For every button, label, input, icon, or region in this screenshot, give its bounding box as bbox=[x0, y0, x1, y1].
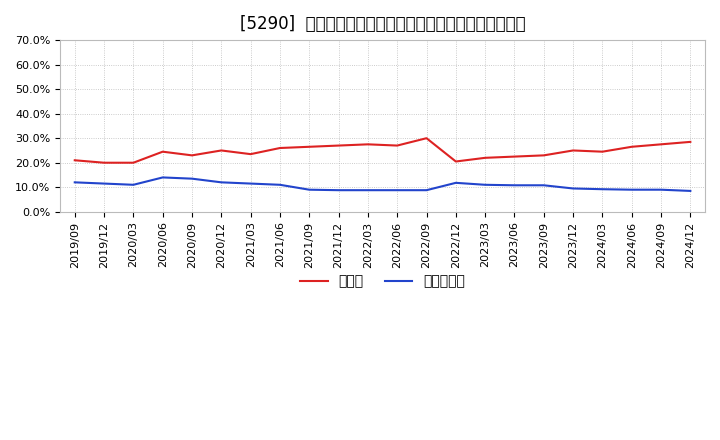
有利子負債 bbox=[422, 187, 431, 193]
現頰金 bbox=[451, 159, 460, 164]
有利子負債 bbox=[510, 183, 519, 188]
Line: 現頰金: 現頰金 bbox=[75, 138, 690, 163]
現頰金 bbox=[393, 143, 402, 148]
現頰金 bbox=[569, 148, 577, 153]
現頰金 bbox=[305, 144, 314, 150]
現頰金 bbox=[129, 160, 138, 165]
有利子負債 bbox=[569, 186, 577, 191]
有利子負債 bbox=[686, 188, 695, 194]
現頰金 bbox=[100, 160, 109, 165]
現頰金 bbox=[217, 148, 225, 153]
現頰金 bbox=[686, 139, 695, 144]
現頰金 bbox=[627, 144, 636, 150]
有利子負債 bbox=[334, 187, 343, 193]
有利子負債 bbox=[481, 182, 490, 187]
有利子負債 bbox=[598, 187, 607, 192]
有利子負債 bbox=[188, 176, 197, 181]
現頰金 bbox=[422, 136, 431, 141]
Line: 有利子負債: 有利子負債 bbox=[75, 177, 690, 191]
現頰金 bbox=[188, 153, 197, 158]
現頰金 bbox=[246, 151, 255, 157]
有利子負債 bbox=[100, 181, 109, 186]
Title: [5290]  現頰金、有利子負債の総資産に対する比率の推移: [5290] 現頰金、有利子負債の総資産に対する比率の推移 bbox=[240, 15, 526, 33]
有利子負債 bbox=[158, 175, 167, 180]
現頰金 bbox=[276, 145, 284, 150]
現頰金 bbox=[334, 143, 343, 148]
Legend: 現頰金, 有利子負債: 現頰金, 有利子負債 bbox=[294, 269, 471, 294]
有利子負債 bbox=[305, 187, 314, 192]
現頰金 bbox=[539, 153, 548, 158]
現頰金 bbox=[158, 149, 167, 154]
現頰金 bbox=[481, 155, 490, 161]
現頰金 bbox=[71, 158, 79, 163]
有利子負債 bbox=[71, 180, 79, 185]
有利子負債 bbox=[451, 180, 460, 186]
有利子負債 bbox=[276, 182, 284, 187]
有利子負債 bbox=[217, 180, 225, 185]
現頰金 bbox=[510, 154, 519, 159]
有利子負債 bbox=[657, 187, 665, 192]
現頰金 bbox=[598, 149, 607, 154]
有利子負債 bbox=[129, 182, 138, 187]
現頰金 bbox=[364, 142, 372, 147]
有利子負債 bbox=[539, 183, 548, 188]
有利子負債 bbox=[627, 187, 636, 192]
有利子負債 bbox=[364, 187, 372, 193]
有利子負債 bbox=[393, 187, 402, 193]
有利子負債 bbox=[246, 181, 255, 186]
現頰金 bbox=[657, 142, 665, 147]
